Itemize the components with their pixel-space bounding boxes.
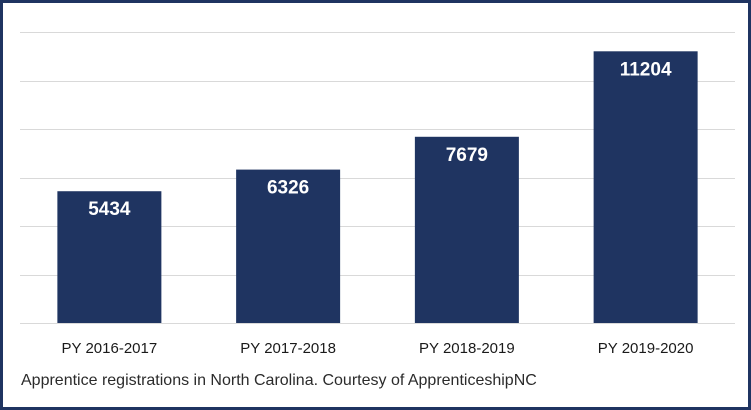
x-axis-tick-labels: PY 2016-2017 PY 2017-2018 PY 2018-2019 PY 2… bbox=[62, 340, 694, 357]
x-tick-label: PY 2017-2018 bbox=[240, 340, 336, 357]
x-tick-label: PY 2016-2017 bbox=[62, 340, 158, 357]
chart-caption: Apprentice registrations in North Caroli… bbox=[21, 372, 537, 389]
bar bbox=[593, 51, 698, 323]
bar bbox=[57, 191, 162, 323]
bar-value-label: 11204 bbox=[620, 59, 672, 80]
x-tick-label: PY 2019-2020 bbox=[598, 340, 694, 357]
bar-value-label: 6326 bbox=[267, 178, 309, 199]
bar bbox=[414, 136, 519, 323]
data-labels: 5434 6326 7679 11204 bbox=[88, 59, 672, 220]
bars bbox=[57, 51, 698, 323]
bar-value-label: 5434 bbox=[88, 199, 131, 220]
bar bbox=[236, 169, 341, 323]
x-tick-label: PY 2018-2019 bbox=[419, 340, 515, 357]
bar-value-label: 7679 bbox=[446, 145, 488, 166]
